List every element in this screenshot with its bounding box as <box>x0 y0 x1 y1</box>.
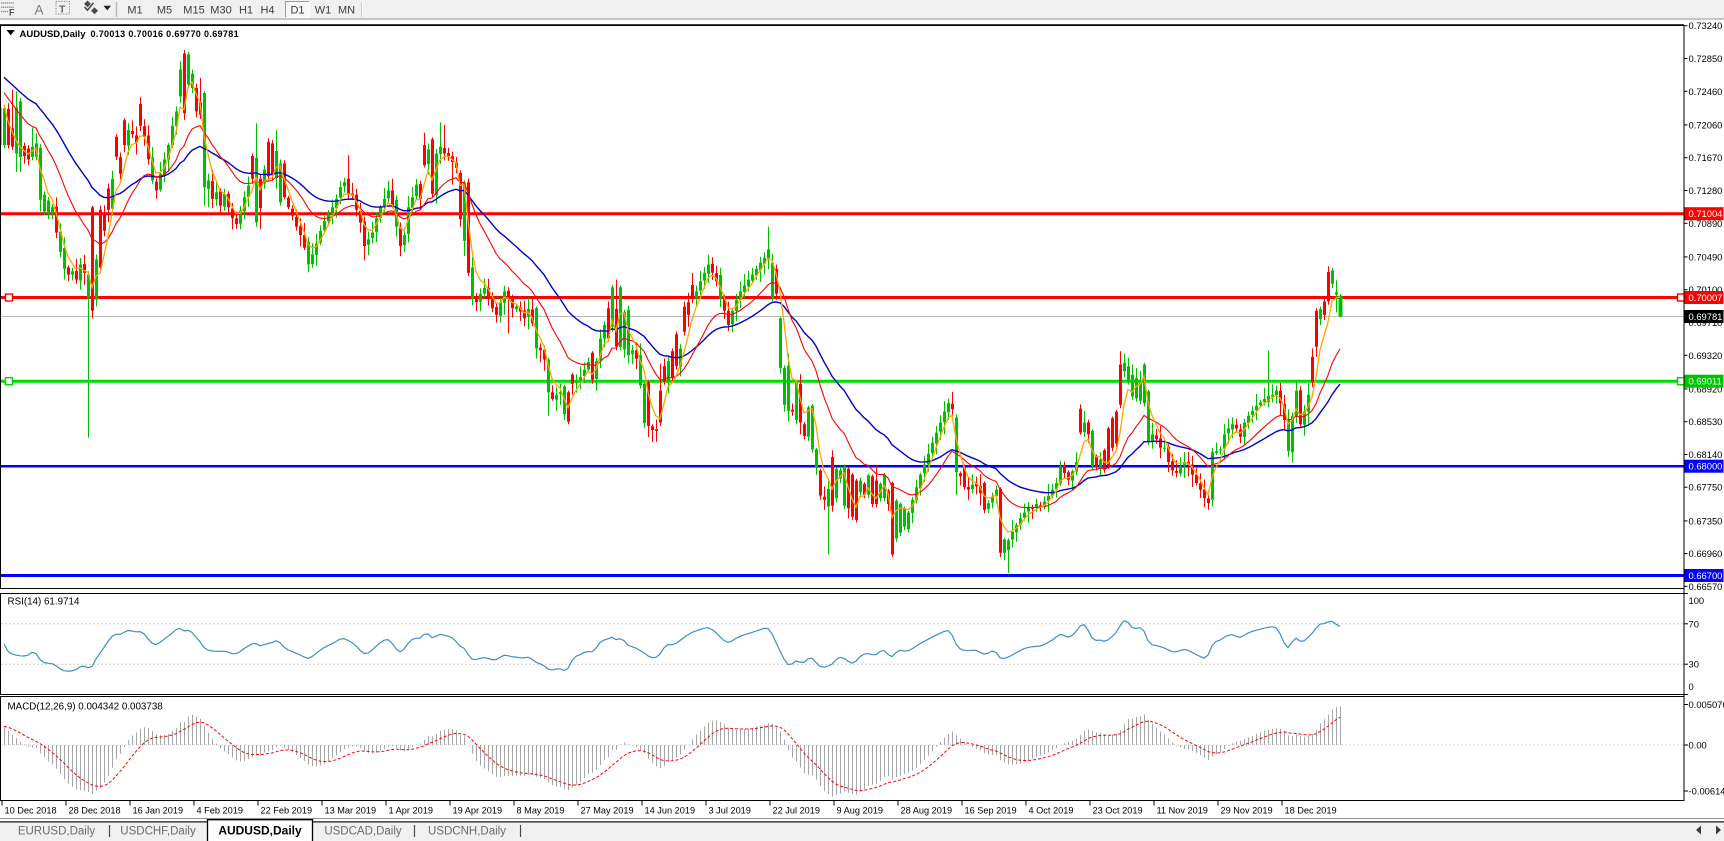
svg-text:-0.006148: -0.006148 <box>1689 786 1724 797</box>
svg-text:0.67750: 0.67750 <box>1689 482 1723 493</box>
svg-text:M15: M15 <box>183 5 204 17</box>
svg-text:AUDUSD,Daily: AUDUSD,Daily <box>218 824 302 838</box>
svg-text:0.005076: 0.005076 <box>1689 699 1724 710</box>
svg-text:29 Nov 2019: 29 Nov 2019 <box>1221 806 1273 816</box>
svg-text:8 May 2019: 8 May 2019 <box>517 806 565 816</box>
svg-text:0.71004: 0.71004 <box>1689 208 1723 219</box>
svg-text:3 Jul 2019: 3 Jul 2019 <box>709 806 751 816</box>
svg-text:28 Dec 2018: 28 Dec 2018 <box>69 806 121 816</box>
svg-text:70: 70 <box>1689 618 1699 629</box>
svg-text:MN: MN <box>338 5 355 17</box>
svg-text:11 Nov 2019: 11 Nov 2019 <box>1157 806 1208 816</box>
svg-text:M1: M1 <box>127 5 142 17</box>
svg-text:H1: H1 <box>239 5 253 17</box>
svg-text:M30: M30 <box>210 5 231 17</box>
svg-text:10 Dec 2018: 10 Dec 2018 <box>5 806 57 816</box>
svg-text:14 Jun 2019: 14 Jun 2019 <box>645 806 696 816</box>
svg-text:1 Apr 2019: 1 Apr 2019 <box>389 806 433 816</box>
svg-text:0.66960: 0.66960 <box>1689 548 1723 559</box>
svg-text:0.70100: 0.70100 <box>1689 284 1723 295</box>
svg-text:0.73240: 0.73240 <box>1689 20 1723 31</box>
svg-text:0.72060: 0.72060 <box>1689 119 1723 130</box>
svg-text:0.70013 0.70016 0.69770 0.6978: 0.70013 0.70016 0.69770 0.69781 <box>91 29 239 39</box>
svg-text:EURUSD,Daily: EURUSD,Daily <box>18 826 96 838</box>
svg-text:AUDUSD,Daily: AUDUSD,Daily <box>20 29 87 40</box>
svg-text:MACD(12,26,9) 0.004342 0.00373: MACD(12,26,9) 0.004342 0.003738 <box>8 702 164 713</box>
svg-text:H4: H4 <box>260 5 274 17</box>
svg-text:4 Feb 2019: 4 Feb 2019 <box>197 806 244 816</box>
svg-text:0.68920: 0.68920 <box>1689 383 1723 394</box>
svg-text:0.70490: 0.70490 <box>1689 251 1723 262</box>
svg-text:0.69011: 0.69011 <box>1689 376 1722 387</box>
svg-text:M5: M5 <box>157 5 172 17</box>
svg-text:0.00: 0.00 <box>1689 740 1707 751</box>
svg-text:W1: W1 <box>315 5 332 17</box>
svg-text:27 May 2019: 27 May 2019 <box>581 806 634 816</box>
svg-text:USDCNH,Daily: USDCNH,Daily <box>428 826 506 838</box>
svg-text:0.68140: 0.68140 <box>1689 449 1723 460</box>
svg-text:0.68530: 0.68530 <box>1689 416 1723 427</box>
svg-text:22 Feb 2019: 22 Feb 2019 <box>261 806 313 816</box>
svg-text:9 Aug 2019: 9 Aug 2019 <box>837 806 884 816</box>
svg-text:0.66570: 0.66570 <box>1689 581 1723 592</box>
svg-text:18 Dec 2019: 18 Dec 2019 <box>1285 806 1337 816</box>
svg-text:4 Oct 2019: 4 Oct 2019 <box>1029 806 1074 816</box>
svg-text:USDCAD,Daily: USDCAD,Daily <box>324 826 402 838</box>
svg-text:D1: D1 <box>290 5 304 17</box>
svg-text:RSI(14) 61.9714: RSI(14) 61.9714 <box>8 597 80 608</box>
svg-text:0.71280: 0.71280 <box>1689 185 1723 196</box>
svg-text:13 Mar 2019: 13 Mar 2019 <box>325 806 377 816</box>
svg-text:0.67350: 0.67350 <box>1689 515 1723 526</box>
svg-text:A: A <box>35 3 44 18</box>
svg-text:0.68000: 0.68000 <box>1689 461 1723 472</box>
svg-text:0.69781: 0.69781 <box>1689 311 1723 322</box>
svg-text:19 Apr 2019: 19 Apr 2019 <box>453 806 503 816</box>
svg-text:0.72460: 0.72460 <box>1689 86 1723 97</box>
svg-text:16 Sep 2019: 16 Sep 2019 <box>965 806 1017 816</box>
svg-text:16 Jan 2019: 16 Jan 2019 <box>133 806 184 816</box>
svg-text:0.69320: 0.69320 <box>1689 350 1723 361</box>
svg-text:100: 100 <box>1689 595 1705 606</box>
svg-text:0.70007: 0.70007 <box>1689 292 1723 303</box>
svg-text:0.70890: 0.70890 <box>1689 218 1723 229</box>
svg-text:0.71670: 0.71670 <box>1689 152 1723 163</box>
svg-text:0.66700: 0.66700 <box>1689 570 1723 581</box>
svg-text:0.72850: 0.72850 <box>1689 53 1723 64</box>
svg-text:USDCHF,Daily: USDCHF,Daily <box>120 826 196 838</box>
svg-text:30: 30 <box>1689 659 1699 670</box>
svg-text:T: T <box>59 4 66 16</box>
svg-text:28 Aug 2019: 28 Aug 2019 <box>901 806 953 816</box>
svg-text:0: 0 <box>1689 681 1694 692</box>
svg-text:F: F <box>9 8 15 18</box>
svg-text:22 Jul 2019: 22 Jul 2019 <box>773 806 821 816</box>
svg-text:23 Oct 2019: 23 Oct 2019 <box>1093 806 1143 816</box>
